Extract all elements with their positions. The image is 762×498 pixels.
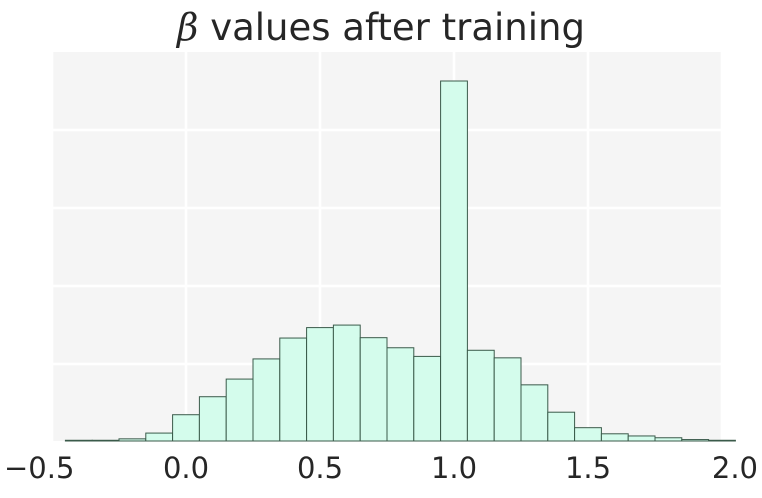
x-tick-label: 0.0 (163, 451, 209, 485)
histogram-bar (332, 324, 361, 442)
histogram-bar (359, 337, 388, 442)
histogram-bar (708, 439, 736, 442)
histogram-bar (440, 80, 468, 442)
histogram-bar (600, 433, 629, 442)
histogram-bar (547, 411, 576, 442)
histogram-bar (118, 438, 147, 442)
histogram-bar (172, 414, 200, 442)
chart-title-symbol: β (177, 6, 199, 49)
x-tick-label: 1.0 (431, 451, 477, 485)
histogram-bar (225, 378, 254, 442)
histogram-bar (306, 327, 334, 442)
histogram-bar (574, 427, 602, 442)
histogram-bar (64, 439, 93, 442)
histogram-bar (279, 337, 308, 442)
histogram-bar (493, 357, 522, 442)
histogram-bar (654, 437, 683, 442)
histogram-bar (386, 347, 415, 442)
chart-title-text: values after training (198, 6, 585, 49)
histogram-bar (681, 439, 710, 442)
histogram-bar (520, 384, 549, 442)
x-axis-ticks: −0.5 0.0 0.5 1.0 1.5 2.0 (4, 451, 758, 485)
histogram-bar (627, 435, 656, 442)
histogram-bar (198, 396, 227, 442)
histogram-bar (252, 358, 281, 442)
chart-title: β values after training (0, 6, 762, 49)
x-tick-label: −0.5 (4, 451, 74, 485)
histogram-bar (413, 355, 442, 442)
histogram-bar (91, 439, 120, 442)
x-tick-label: 2.0 (712, 451, 758, 485)
histogram-bar (145, 432, 174, 442)
x-tick-label: 1.5 (565, 451, 611, 485)
histogram-bar (466, 349, 495, 442)
x-tick-label: 0.5 (297, 451, 343, 485)
histogram-bars (64, 80, 736, 442)
